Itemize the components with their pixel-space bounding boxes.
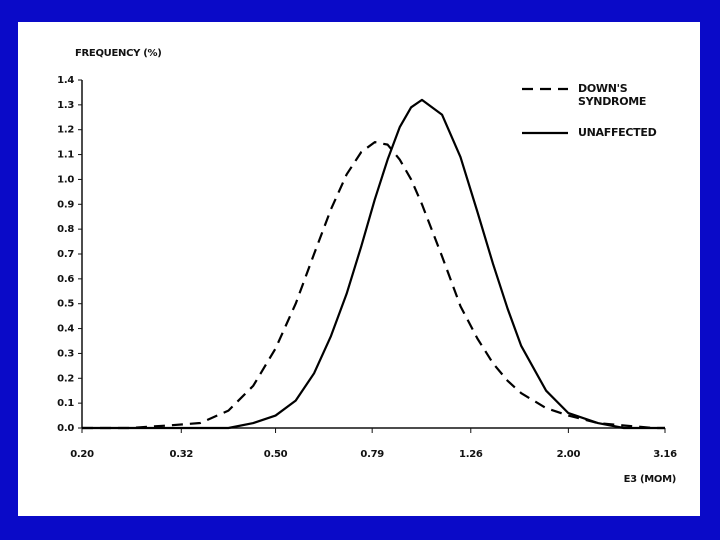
y-tick-label: 1.2	[57, 125, 74, 136]
x-axis-title: E3 (MOM)	[624, 474, 676, 485]
legend-swatch	[522, 131, 568, 135]
series-line	[82, 98, 665, 430]
x-tick-label: 0.32	[170, 449, 194, 460]
x-tick-label: 1.26	[459, 449, 483, 460]
y-tick-label: 0.8	[57, 224, 74, 235]
x-tick-label: 3.16	[653, 449, 677, 460]
legend-item: UNAFFECTED	[520, 126, 680, 140]
legend-label: DOWN'S SYNDROME	[578, 82, 647, 108]
y-tick-label: 0.6	[57, 274, 74, 285]
y-tick-label: 0.4	[57, 324, 74, 335]
panel	[18, 22, 700, 516]
y-tick-label: 0.7	[57, 249, 74, 260]
legend-item: DOWN'S SYNDROME	[520, 82, 680, 108]
series-line	[82, 141, 665, 430]
x-tick-label: 2.00	[557, 449, 581, 460]
y-tick-label: 0.5	[57, 299, 74, 310]
y-tick-label: 1.4	[57, 75, 74, 86]
y-tick-label: 0.2	[57, 373, 74, 384]
y-tick-label: 0.0	[57, 423, 74, 434]
x-tick-label: 0.50	[264, 449, 288, 460]
y-tick-label: 1.1	[57, 150, 74, 161]
y-tick-label: 0.9	[57, 199, 74, 210]
x-tick-label: 0.79	[360, 449, 384, 460]
y-axis-title: FREQUENCY (%)	[75, 48, 162, 59]
y-tick-label: 0.3	[57, 348, 74, 359]
y-tick-label: 1.3	[57, 100, 74, 111]
legend: DOWN'S SYNDROME UNAFFECTED	[520, 82, 680, 158]
legend-swatch	[522, 87, 568, 91]
legend-label: UNAFFECTED	[578, 126, 657, 139]
x-tick-label: 0.20	[70, 449, 94, 460]
y-tick-label: 0.1	[57, 398, 74, 409]
y-tick-label: 1.0	[57, 174, 74, 185]
